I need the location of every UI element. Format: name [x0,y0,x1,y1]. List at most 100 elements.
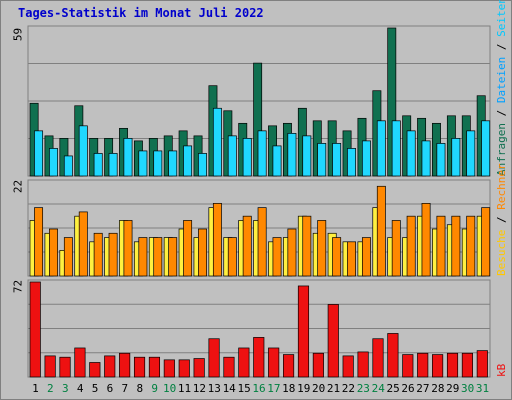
day-label: 3 [62,382,69,395]
bar-kb [163,359,175,378]
bar-besuche [347,241,356,277]
day-label: 20 [312,382,325,395]
bar-kb [253,337,265,378]
bar-besuche [138,237,148,277]
bar-dateien [302,135,312,177]
bar-dateien [168,150,178,177]
bar-kb [29,281,41,378]
bar-kb [297,285,310,378]
bar-kb [44,355,56,378]
bar-dateien [317,143,327,177]
bar-kb [104,355,116,378]
day-label: 8 [136,382,143,395]
bar-dateien [138,150,148,177]
day-label: 22 [342,382,355,395]
bar-kb [312,352,324,378]
bar-dateien [108,153,118,177]
bar-anfragen [253,62,263,177]
bar-besuche [168,237,178,277]
bar-dateien [212,107,222,177]
bar-kb [193,358,205,378]
bar-besuche [183,220,193,277]
bar-dateien [78,125,88,177]
bar-kb [178,359,190,378]
bar-kb [148,356,161,378]
bar-dateien [332,143,342,177]
bar-besuche [272,237,282,277]
bar-besuche [93,232,103,277]
bar-besuche [63,237,73,277]
bar-kb [283,354,295,378]
bar-besuche [436,215,446,277]
bar-dateien [347,148,356,177]
bar-kb [342,355,354,378]
day-label: 5 [92,382,99,395]
day-label: 17 [267,382,280,395]
bar-dateien [272,145,282,177]
bar-kb [133,356,146,378]
day-label: 16 [252,382,265,395]
bar-besuche [302,215,312,277]
day-label: 1 [32,382,39,395]
legend-bottom: kB [495,363,508,377]
bar-dateien [153,150,163,177]
bar-besuche [391,220,401,277]
day-label: 26 [401,382,414,395]
day-label: 15 [237,382,250,395]
day-label: 11 [178,382,191,395]
bar-besuche [78,211,88,277]
day-label: 6 [107,382,114,395]
day-label: 10 [163,382,176,395]
day-label: 14 [223,382,237,395]
bar-dateien [481,120,491,177]
chart-title: Tages-Statistik im Monat Juli 2022 [18,6,264,20]
day-label: 7 [122,382,129,395]
day-label: 12 [193,382,206,395]
bar-besuche [242,215,252,277]
day-label: 30 [461,382,474,395]
day-label: 4 [77,382,84,395]
bar-dateien [227,135,237,177]
bar-kb [357,351,369,378]
bar-besuche [49,228,58,277]
bar-dateien [183,145,193,177]
bar-dateien [406,130,416,177]
bar-dateien [242,138,252,177]
day-label: 23 [357,382,370,395]
day-label: 28 [431,382,444,395]
bar-kb [238,347,250,378]
bar-kb [372,338,384,378]
day-label: 31 [476,382,489,395]
bar-besuche [198,228,207,277]
bar-kb [89,362,101,378]
bar-besuche [212,203,222,277]
bar-besuche [153,237,163,277]
bar-kb [119,352,131,378]
bar-dateien [361,140,371,177]
bar-kb [476,350,488,378]
bar-kb [74,347,86,378]
bar-kb [446,352,459,378]
day-label: 27 [416,382,429,395]
day-label: 25 [387,382,400,395]
bar-besuche [257,207,267,277]
day-label: 13 [208,382,221,395]
bar-besuche [406,215,416,277]
bar-besuche [466,215,476,277]
bar-kb [327,304,339,378]
bar-kb [417,352,429,378]
bar-dateien [63,155,73,177]
legend-middle: Besuche / Rechner [495,163,508,276]
bar-dateien [451,138,461,177]
day-label: 21 [327,382,340,395]
bar-dateien [34,130,44,177]
bar-besuche [317,220,327,277]
legend-top: Anfragen / Dateien / Seiten [495,0,508,176]
bar-dateien [421,140,431,177]
bar-besuche [481,207,491,277]
bar-besuche [421,203,431,277]
bar-dateien [287,133,297,177]
bar-dateien [376,120,386,177]
day-label: 24 [372,382,386,395]
bar-besuche [108,232,118,277]
